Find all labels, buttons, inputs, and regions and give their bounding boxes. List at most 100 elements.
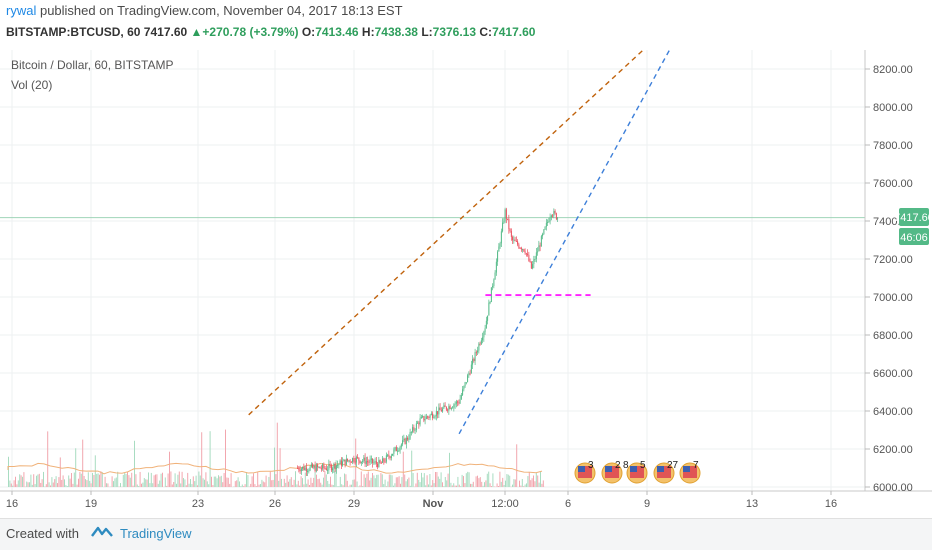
volume-bar <box>437 476 439 487</box>
candle-body <box>464 382 466 387</box>
candle-body <box>443 405 445 409</box>
volume-bar <box>401 477 403 487</box>
tradingview-link[interactable]: TradingView <box>120 526 192 541</box>
candle-body <box>505 209 507 219</box>
candle-body <box>458 402 460 404</box>
candle-body <box>329 463 331 466</box>
volume-bar <box>370 477 372 487</box>
candle-body <box>367 461 369 463</box>
volume-bar <box>372 473 373 487</box>
volume-bar <box>174 473 176 487</box>
candle-body <box>548 221 550 223</box>
volume-bar <box>75 448 77 487</box>
candle-body <box>332 468 334 471</box>
candle-body <box>552 215 554 217</box>
volume-bar <box>325 474 327 487</box>
volume-bar <box>292 484 294 487</box>
y-tick-label: 7800.00 <box>873 140 913 152</box>
volume-bar <box>415 483 417 487</box>
candle-body <box>472 358 474 365</box>
candle-body <box>315 465 317 472</box>
candle-body <box>378 460 380 468</box>
volume-bar <box>241 484 243 487</box>
volume-bar <box>500 481 502 487</box>
volume-bar <box>26 481 28 487</box>
volume-bar <box>54 479 56 487</box>
candle-body <box>305 467 307 472</box>
volume-bar <box>339 476 341 487</box>
candle-body <box>398 450 400 452</box>
candles <box>297 207 559 477</box>
volume-bar <box>367 471 369 487</box>
volume-bar <box>261 479 263 487</box>
volume-bar <box>87 472 89 487</box>
volume-bar <box>397 477 399 487</box>
volume-bar <box>338 486 340 487</box>
candle-body <box>303 466 305 471</box>
candle-body <box>318 466 320 468</box>
candle-body <box>434 416 436 418</box>
volume-bar <box>278 480 280 487</box>
candle-body <box>485 320 487 329</box>
candle-body <box>320 468 322 470</box>
flag-canton <box>630 466 637 472</box>
volume-bar <box>524 484 526 487</box>
price-chart[interactable]: 3 2 8 5 27 7 8200.008000.007800.007600.007400… <box>0 0 932 518</box>
volume-bar <box>405 481 407 487</box>
volume-bar <box>208 484 210 487</box>
candle-body <box>479 343 481 345</box>
volume-bar <box>513 479 515 487</box>
volume-bar <box>216 478 218 487</box>
candle-body <box>435 411 437 417</box>
candle-body <box>540 236 542 247</box>
candle-body <box>299 469 301 472</box>
candle-body <box>460 395 462 399</box>
candle-body <box>313 465 315 468</box>
last-price: 7417.60 <box>143 25 188 39</box>
price-tag-text: 7417.60 <box>894 212 932 224</box>
volume-bar <box>323 477 324 487</box>
volume-bar <box>523 486 525 487</box>
candle-body <box>354 461 356 463</box>
volume-bar <box>55 476 57 487</box>
close-value: 7417.60 <box>492 25 536 39</box>
volume-bar <box>478 478 480 487</box>
candle-body <box>524 251 526 254</box>
volume-bar <box>160 473 162 487</box>
volume-bar <box>251 476 253 487</box>
candle-body <box>385 455 387 462</box>
candle-body <box>487 315 489 321</box>
volume-bar <box>183 478 184 487</box>
candle-body <box>535 252 537 259</box>
candle-body <box>395 447 397 452</box>
candle-body <box>514 239 516 242</box>
volume-bar <box>246 472 247 487</box>
candle-body <box>302 466 304 469</box>
candle-body <box>427 416 429 418</box>
candle-body <box>414 429 416 431</box>
volume-bar <box>43 471 44 487</box>
volume-bar <box>128 475 130 487</box>
volume-bar <box>475 476 477 487</box>
volume-bar <box>393 485 394 487</box>
author-link[interactable]: rywal <box>6 3 37 18</box>
volume-bar <box>69 478 71 487</box>
volume-bar <box>314 472 316 487</box>
volume-bar <box>321 484 323 487</box>
candle-body <box>374 461 376 463</box>
candle-body <box>475 352 477 354</box>
volume-bar <box>180 483 182 487</box>
candle-body <box>444 405 446 407</box>
volume-bar <box>507 474 509 487</box>
volume-bar <box>240 486 242 487</box>
candle-body <box>447 409 449 411</box>
volume-bar <box>471 483 473 487</box>
countdown-tag-text: 46:06 <box>900 232 928 244</box>
candle-body <box>550 215 552 218</box>
volume-bar <box>408 477 410 487</box>
volume-bar <box>411 450 413 487</box>
volume-bar <box>541 483 543 487</box>
candle-body <box>484 328 486 332</box>
volume-bar <box>316 474 317 487</box>
